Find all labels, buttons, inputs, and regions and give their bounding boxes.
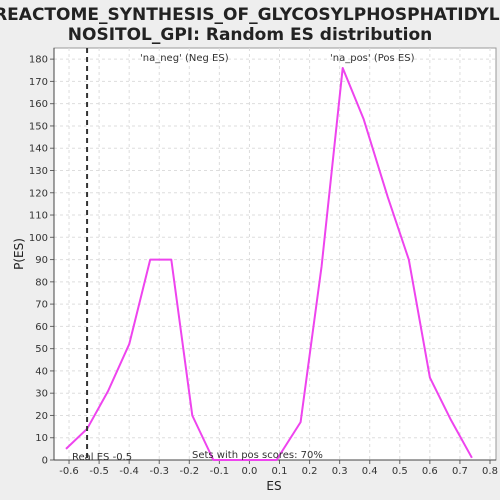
y-tick-label: 30 (35, 389, 48, 400)
pos-scores-text: Sets with pos scores: 70% (192, 450, 323, 461)
real-es-text: Real ES -0.5 (72, 452, 132, 463)
chart-title-line-1: REACTOME_SYNTHESIS_OF_GLYCOSYLPHOSPHATID… (0, 5, 500, 25)
y-tick-label: 40 (35, 366, 48, 377)
x-tick-label: 0.2 (302, 466, 318, 477)
y-tick-label: 80 (35, 277, 48, 288)
series-layer (65, 67, 473, 461)
x-tick-label: 0.1 (272, 466, 288, 477)
x-axis-label: ES (266, 479, 281, 493)
plot-area (53, 47, 497, 461)
x-tick-label: 0.4 (362, 466, 378, 477)
x-tick-label: 0.8 (482, 466, 498, 477)
grid (54, 48, 496, 461)
y-tick-label: 50 (35, 344, 48, 355)
chart-title-line-2: NOSITOL_GPI: Random ES distribution (68, 25, 432, 45)
x-tick-label: 0.5 (392, 466, 408, 477)
y-tick-label: 60 (35, 322, 48, 333)
pos-es-label: 'na_pos' (Pos ES) (330, 53, 415, 64)
x-tick-label: -0.6 (59, 466, 79, 477)
y-axis-label: P(ES) (12, 238, 26, 270)
y-tick-label: 130 (29, 166, 48, 177)
y-tick-label: 90 (35, 255, 48, 266)
y-tick-label: 170 (29, 77, 48, 88)
x-tick-label: -0.1 (210, 466, 230, 477)
y-tick-label: 160 (29, 99, 48, 110)
y-tick-label: 150 (29, 121, 48, 132)
y-tick-label: 140 (29, 144, 48, 155)
x-tick-label: 0.6 (422, 466, 438, 477)
y-tick-label: 180 (29, 55, 48, 66)
axes: 0 10 20 30 40 50 60 70 80 90 100 110 120 130 140 150 160… (29, 48, 498, 477)
y-tick-label: 100 (29, 233, 48, 244)
x-tick-label: -0.5 (89, 466, 109, 477)
x-tick-label: -0.3 (149, 466, 169, 477)
x-tick-label: -0.4 (119, 466, 139, 477)
x-tick-label: -0.2 (180, 466, 200, 477)
y-tick-label: 20 (35, 411, 48, 422)
y-tick-label: 110 (29, 211, 48, 222)
neg-es-label: 'na_neg' (Neg ES) (140, 53, 229, 64)
x-tick-label: 0.3 (332, 466, 348, 477)
y-tick-label: 70 (35, 300, 48, 311)
y-tick-label: 10 (35, 433, 48, 444)
y-tick-label: 120 (29, 188, 48, 199)
es-series-line (65, 67, 473, 461)
y-tick-label: 0 (42, 456, 48, 467)
x-tick-label: 0.0 (241, 466, 257, 477)
x-tick-label: 0.7 (452, 466, 468, 477)
